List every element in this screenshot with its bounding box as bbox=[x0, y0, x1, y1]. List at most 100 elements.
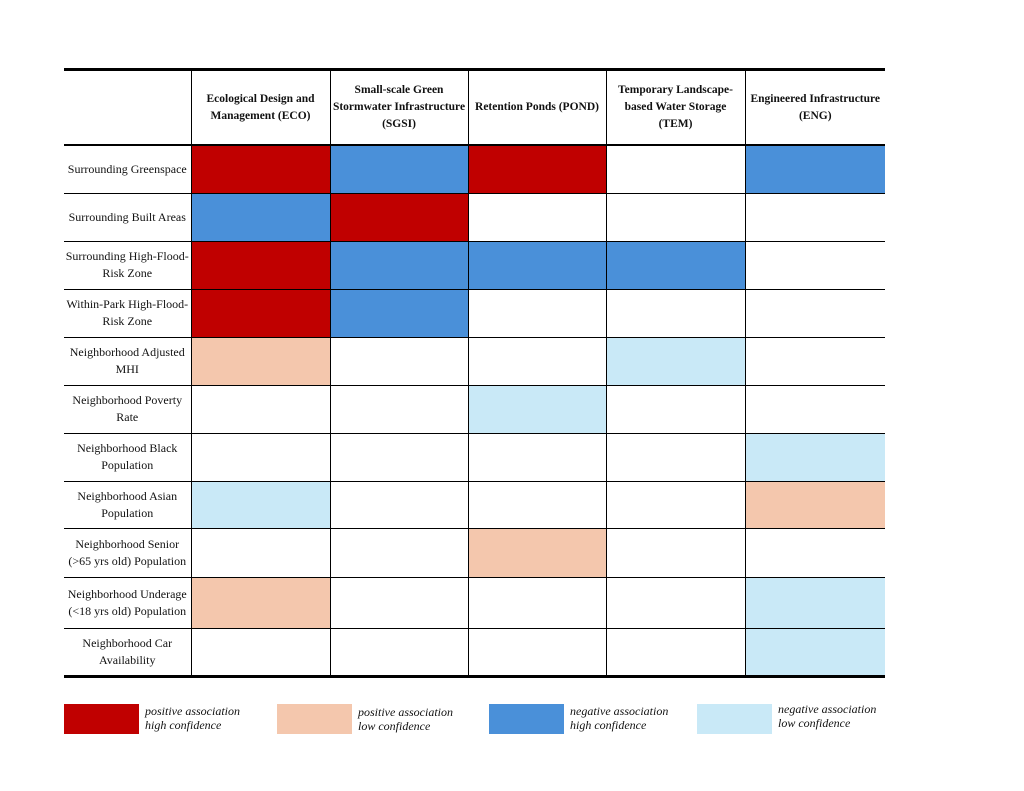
cell-pond bbox=[467, 433, 606, 482]
cell-tem bbox=[605, 289, 745, 338]
cell-eng bbox=[744, 628, 885, 678]
column-header-pond: Retention Ponds (POND) bbox=[467, 68, 606, 146]
cell-sgsi bbox=[329, 241, 468, 290]
cell-tem bbox=[605, 577, 745, 629]
cell-eco bbox=[190, 433, 330, 482]
table-row: Surrounding Built Areas bbox=[64, 193, 885, 242]
cell-eng bbox=[744, 481, 885, 529]
legend-label: negative association high confidence bbox=[570, 704, 668, 732]
cell-pond bbox=[467, 628, 606, 678]
table-row: Neighborhood Asian Population bbox=[64, 481, 885, 529]
cell-pond bbox=[467, 193, 606, 242]
cell-sgsi bbox=[329, 193, 468, 242]
cell-sgsi bbox=[329, 481, 468, 529]
cell-tem bbox=[605, 385, 745, 434]
cell-tem bbox=[605, 433, 745, 482]
cell-eng bbox=[744, 577, 885, 629]
legend-label: positive association high confidence bbox=[145, 704, 240, 732]
association-matrix: Ecological Design and Management (ECO) S… bbox=[64, 68, 885, 678]
legend-line: high confidence bbox=[570, 718, 647, 732]
table-row: Neighborhood Underage (<18 yrs old) Popu… bbox=[64, 577, 885, 629]
cell-tem bbox=[605, 145, 745, 194]
legend-line: positive association bbox=[145, 704, 240, 718]
table-row: Neighborhood Adjusted MHI bbox=[64, 337, 885, 386]
cell-sgsi bbox=[329, 433, 468, 482]
row-label: Neighborhood Underage (<18 yrs old) Popu… bbox=[64, 577, 191, 629]
legend-swatch bbox=[489, 704, 564, 734]
cell-eco bbox=[190, 577, 330, 629]
legend-line: low confidence bbox=[778, 716, 851, 730]
legend-swatch bbox=[64, 704, 139, 734]
cell-eco bbox=[190, 528, 330, 578]
cell-tem bbox=[605, 337, 745, 386]
cell-sgsi bbox=[329, 289, 468, 338]
row-label: Surrounding Built Areas bbox=[64, 193, 191, 242]
corner-cell bbox=[64, 68, 191, 146]
row-label: Surrounding Greenspace bbox=[64, 145, 191, 194]
cell-eco bbox=[190, 628, 330, 678]
column-header-tem: Temporary Landscape-based Water Storage … bbox=[605, 68, 745, 146]
cell-tem bbox=[605, 528, 745, 578]
header-row: Ecological Design and Management (ECO) S… bbox=[64, 68, 885, 146]
cell-eco bbox=[190, 145, 330, 194]
legend-line: high confidence bbox=[145, 718, 222, 732]
cell-eng bbox=[744, 289, 885, 338]
cell-sgsi bbox=[329, 577, 468, 629]
legend-line: negative association bbox=[778, 702, 877, 716]
cell-eng bbox=[744, 193, 885, 242]
table-row: Neighborhood Senior (>65 yrs old) Popula… bbox=[64, 528, 885, 578]
cell-sgsi bbox=[329, 337, 468, 386]
row-label: Within-Park High-Flood-Risk Zone bbox=[64, 289, 191, 338]
cell-eco bbox=[190, 289, 330, 338]
cell-tem bbox=[605, 481, 745, 529]
cell-pond bbox=[467, 337, 606, 386]
cell-pond bbox=[467, 145, 606, 194]
row-label: Surrounding High-Flood-Risk Zone bbox=[64, 241, 191, 290]
cell-eng bbox=[744, 337, 885, 386]
legend-line: positive association bbox=[358, 705, 453, 719]
cell-sgsi bbox=[329, 145, 468, 194]
cell-eco bbox=[190, 385, 330, 434]
cell-pond bbox=[467, 241, 606, 290]
cell-eng bbox=[744, 385, 885, 434]
cell-eng bbox=[744, 433, 885, 482]
legend-line: negative association bbox=[570, 704, 669, 718]
cell-pond bbox=[467, 577, 606, 629]
cell-sgsi bbox=[329, 628, 468, 678]
legend-label: negative association low confidence bbox=[778, 702, 876, 730]
cell-tem bbox=[605, 193, 745, 242]
cell-eco bbox=[190, 241, 330, 290]
cell-eco bbox=[190, 481, 330, 529]
cell-eng bbox=[744, 528, 885, 578]
table-row: Surrounding High-Flood-Risk Zone bbox=[64, 241, 885, 290]
column-header-sgsi: Small-scale Green Stormwater Infrastruct… bbox=[329, 68, 468, 146]
legend-label: positive association low confidence bbox=[358, 705, 453, 733]
cell-sgsi bbox=[329, 528, 468, 578]
row-label: Neighborhood Black Population bbox=[64, 433, 191, 482]
column-header-eco: Ecological Design and Management (ECO) bbox=[190, 68, 330, 146]
cell-sgsi bbox=[329, 385, 468, 434]
cell-eco bbox=[190, 337, 330, 386]
table-row: Surrounding Greenspace bbox=[64, 145, 885, 194]
column-header-eng: Engineered Infrastructure (ENG) bbox=[744, 68, 885, 146]
cell-pond bbox=[467, 385, 606, 434]
cell-eng bbox=[744, 241, 885, 290]
row-label: Neighborhood Adjusted MHI bbox=[64, 337, 191, 386]
cell-eco bbox=[190, 193, 330, 242]
cell-tem bbox=[605, 628, 745, 678]
cell-tem bbox=[605, 241, 745, 290]
row-label: Neighborhood Poverty Rate bbox=[64, 385, 191, 434]
matrix-body: Surrounding Greenspace Surrounding Built … bbox=[64, 145, 885, 678]
cell-pond bbox=[467, 528, 606, 578]
legend-swatch bbox=[697, 704, 772, 734]
table-row: Neighborhood Poverty Rate bbox=[64, 385, 885, 434]
cell-pond bbox=[467, 481, 606, 529]
table-row: Neighborhood Car Availability bbox=[64, 628, 885, 678]
row-label: Neighborhood Senior (>65 yrs old) Popula… bbox=[64, 528, 191, 578]
table-row: Neighborhood Black Population bbox=[64, 433, 885, 482]
table-row: Within-Park High-Flood-Risk Zone bbox=[64, 289, 885, 338]
row-label: Neighborhood Car Availability bbox=[64, 628, 191, 678]
cell-eng bbox=[744, 145, 885, 194]
legend-swatch bbox=[277, 704, 352, 734]
cell-pond bbox=[467, 289, 606, 338]
